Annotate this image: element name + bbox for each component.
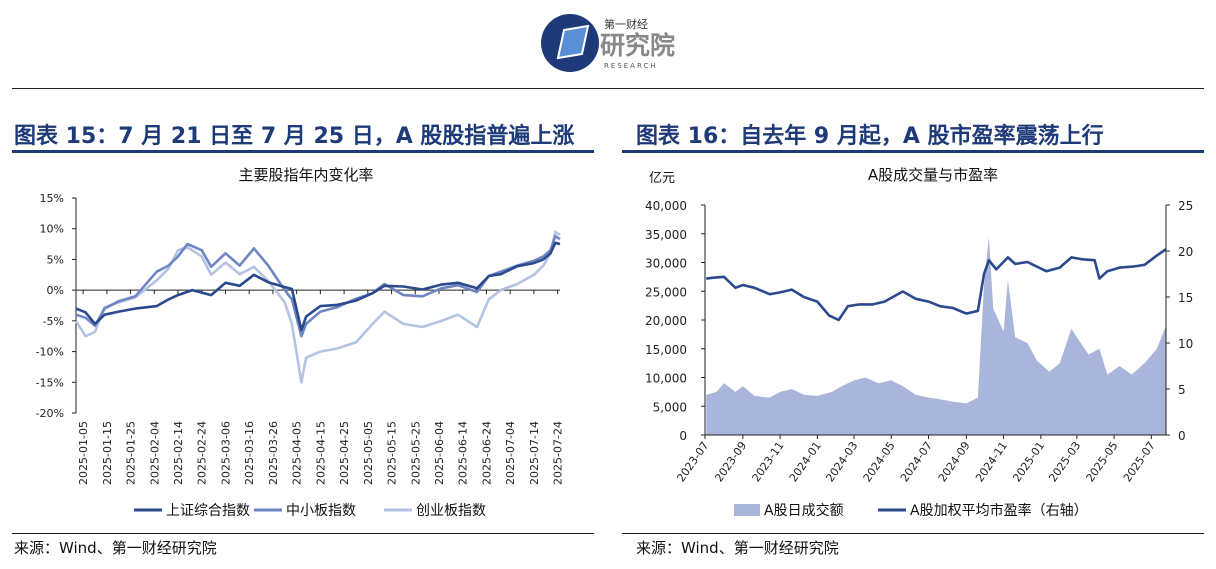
- x-tick-label: 2025-01-05: [77, 421, 90, 485]
- series-line-1: [75, 234, 561, 338]
- figure-15-title: 图表 15：7 月 21 日至 7 月 25 日，A 股股指普遍上涨: [14, 124, 575, 149]
- x-tick-label: 2023-07: [674, 439, 711, 484]
- x-tick-label: 2024-03: [823, 439, 860, 484]
- x-tick-label: 2023-11: [750, 439, 787, 484]
- x-tick-label: 2024-11: [973, 439, 1010, 484]
- y-right-tick-label: 0: [1178, 429, 1186, 443]
- legend-label: 创业板指数: [416, 503, 486, 519]
- legend-swatch: [734, 504, 760, 516]
- x-tick-label: 2024-09: [936, 439, 973, 484]
- legend-label: A股日成交额: [764, 502, 844, 519]
- y-right-tick-label: 10: [1178, 337, 1193, 351]
- figure-15-source: 来源：Wind、第一财经研究院: [14, 539, 217, 557]
- x-tick-label: 2025-07: [1121, 439, 1158, 484]
- figure-16-title: 图表 16：自去年 9 月起，A 股市盈率震荡上行: [636, 124, 1104, 149]
- logo-cn-small: 第一财经: [604, 17, 648, 31]
- y-left-tick-label: 5,000: [653, 400, 687, 414]
- y-tick-label: 0%: [47, 284, 64, 297]
- x-tick-label: 2025-05-05: [362, 421, 375, 485]
- y-left-tick-label: 0: [679, 429, 687, 443]
- y-tick-label: 10%: [40, 223, 64, 236]
- x-tick-label: 2025-07-24: [552, 421, 565, 485]
- y-tick-label: -15%: [36, 376, 64, 389]
- y-tick-label: 5%: [47, 253, 64, 266]
- x-tick-label: 2025-02-04: [148, 421, 161, 485]
- y-left-tick-label: 10,000: [645, 372, 687, 386]
- figure-15-source-rule: [12, 533, 594, 534]
- y-left-tick-label: 30,000: [645, 257, 687, 271]
- figure-16-source: 来源：Wind、第一财经研究院: [636, 539, 839, 557]
- x-tick-label: 2025-07-04: [504, 421, 517, 485]
- logo-mark-icon: [556, 24, 590, 60]
- x-tick-label: 2025-02-24: [196, 421, 209, 485]
- x-tick-label: 2025-03-06: [219, 421, 232, 485]
- series-line-0: [75, 241, 561, 332]
- x-tick-label: 2025-03: [1046, 439, 1083, 484]
- series-line-2: [74, 230, 561, 384]
- legend-label: 中小板指数: [286, 503, 356, 519]
- y-tick-label: -10%: [36, 346, 64, 359]
- x-tick-label: 2025-04-05: [291, 421, 304, 485]
- x-tick-label: 2024-01: [787, 439, 824, 484]
- x-tick-label: 2025-05-15: [386, 421, 399, 485]
- y-left-tick-label: 25,000: [645, 285, 687, 299]
- chart-title: A股成交量与市盈率: [868, 166, 998, 184]
- y-tick-label: 15%: [40, 192, 64, 205]
- x-tick-label: 2025-01: [1010, 439, 1047, 484]
- pe-line: [706, 248, 1167, 322]
- x-tick-label: 2024-05: [861, 439, 898, 484]
- company-logo: 第一财经 研究院 RESEARCH: [541, 14, 675, 72]
- y-right-tick-label: 15: [1178, 291, 1193, 305]
- y-left-tick-label: 15,000: [645, 343, 687, 357]
- turnover-pe-chart: A股成交量与市盈率 亿元 40,000 35,000 30,000 25,000 20,…: [645, 166, 1193, 519]
- x-tick-label: 2025-04-15: [314, 421, 327, 485]
- x-tick-label: 2023-09: [712, 439, 749, 484]
- legend-label: A股加权平均市盈率（右轴）: [910, 502, 1088, 519]
- y-left-tick-label: 35,000: [645, 228, 687, 242]
- chart-title: 主要股指年内变化率: [238, 166, 373, 184]
- x-tick-label: 2025-06-04: [433, 421, 446, 485]
- y-tick-label: -20%: [36, 407, 64, 420]
- y-right-tick-label: 20: [1178, 245, 1193, 259]
- x-tick-label: 2025-01-15: [101, 421, 114, 485]
- header-divider: [12, 88, 1204, 89]
- figure-16-title-rule: [622, 150, 1204, 153]
- x-tick-label: 2024-07: [898, 439, 935, 484]
- x-tick-label: 2025-02-14: [172, 421, 185, 485]
- y-unit-label: 亿元: [649, 171, 675, 186]
- turnover-area: [706, 236, 1166, 435]
- x-tick-label: 2025-03-16: [243, 421, 256, 485]
- x-tick-label: 2025-03-26: [267, 421, 280, 485]
- x-tick-label: 2025-07-14: [528, 421, 541, 485]
- x-tick-label: 2025-06-14: [457, 421, 470, 485]
- legend-label: 上证综合指数: [166, 503, 250, 519]
- y-tick-label: -5%: [43, 315, 64, 328]
- x-tick-label: 2025-05-25: [409, 421, 422, 485]
- x-tick-label: 2025-01-25: [125, 421, 138, 485]
- y-right-tick-label: 5: [1178, 383, 1186, 397]
- figure-15-title-rule: [12, 150, 594, 153]
- x-tick-label: 2025-04-25: [338, 421, 351, 485]
- x-tick-label: 2025-06-24: [480, 421, 493, 485]
- x-tick-label: 2025-05: [1084, 439, 1121, 484]
- index-change-chart: 主要股指年内变化率 15% 10% 5% 0% -5% -10% -15% -20% 2025…: [36, 166, 565, 519]
- y-left-tick-label: 40,000: [645, 199, 687, 213]
- y-left-tick-label: 20,000: [645, 314, 687, 328]
- logo-en: RESEARCH: [604, 62, 658, 70]
- figure-16-source-rule: [622, 533, 1204, 534]
- logo-cn-big: 研究院: [600, 31, 675, 60]
- y-right-tick-label: 25: [1178, 199, 1193, 213]
